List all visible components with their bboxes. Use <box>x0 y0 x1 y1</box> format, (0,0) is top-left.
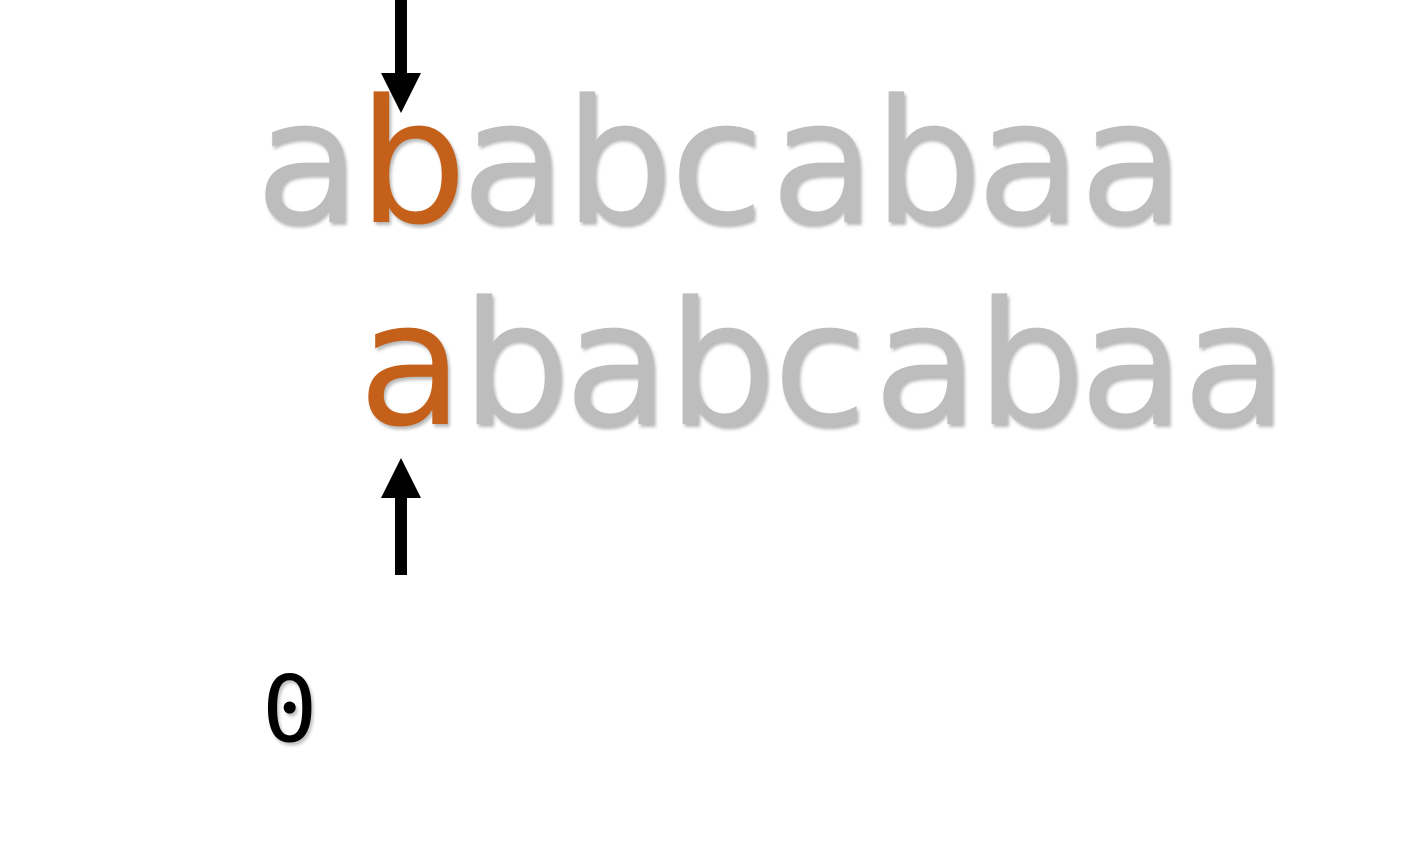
bottom-char: b <box>461 264 571 465</box>
arrow-down-icon <box>381 0 421 113</box>
bottom-char: c <box>772 264 868 465</box>
bottom-char: b <box>976 264 1086 465</box>
bottom-char-highlighted: a <box>358 264 464 465</box>
top-char: a <box>976 62 1082 263</box>
top-char: b <box>564 62 674 263</box>
bottom-char: a <box>564 264 670 465</box>
top-char: a <box>255 62 361 263</box>
top-char: a <box>770 62 876 263</box>
top-char: a <box>461 62 567 263</box>
bottom-char: a <box>1079 264 1185 465</box>
top-char: a <box>1079 62 1185 263</box>
match-counter: 0 <box>262 656 318 763</box>
bottom-char: a <box>1182 264 1288 465</box>
bottom-char: a <box>873 264 979 465</box>
arrow-up-icon <box>381 458 421 575</box>
top-char: c <box>669 62 765 263</box>
bottom-char: b <box>667 264 777 465</box>
top-char-highlighted: b <box>358 62 468 263</box>
top-char: b <box>873 62 983 263</box>
